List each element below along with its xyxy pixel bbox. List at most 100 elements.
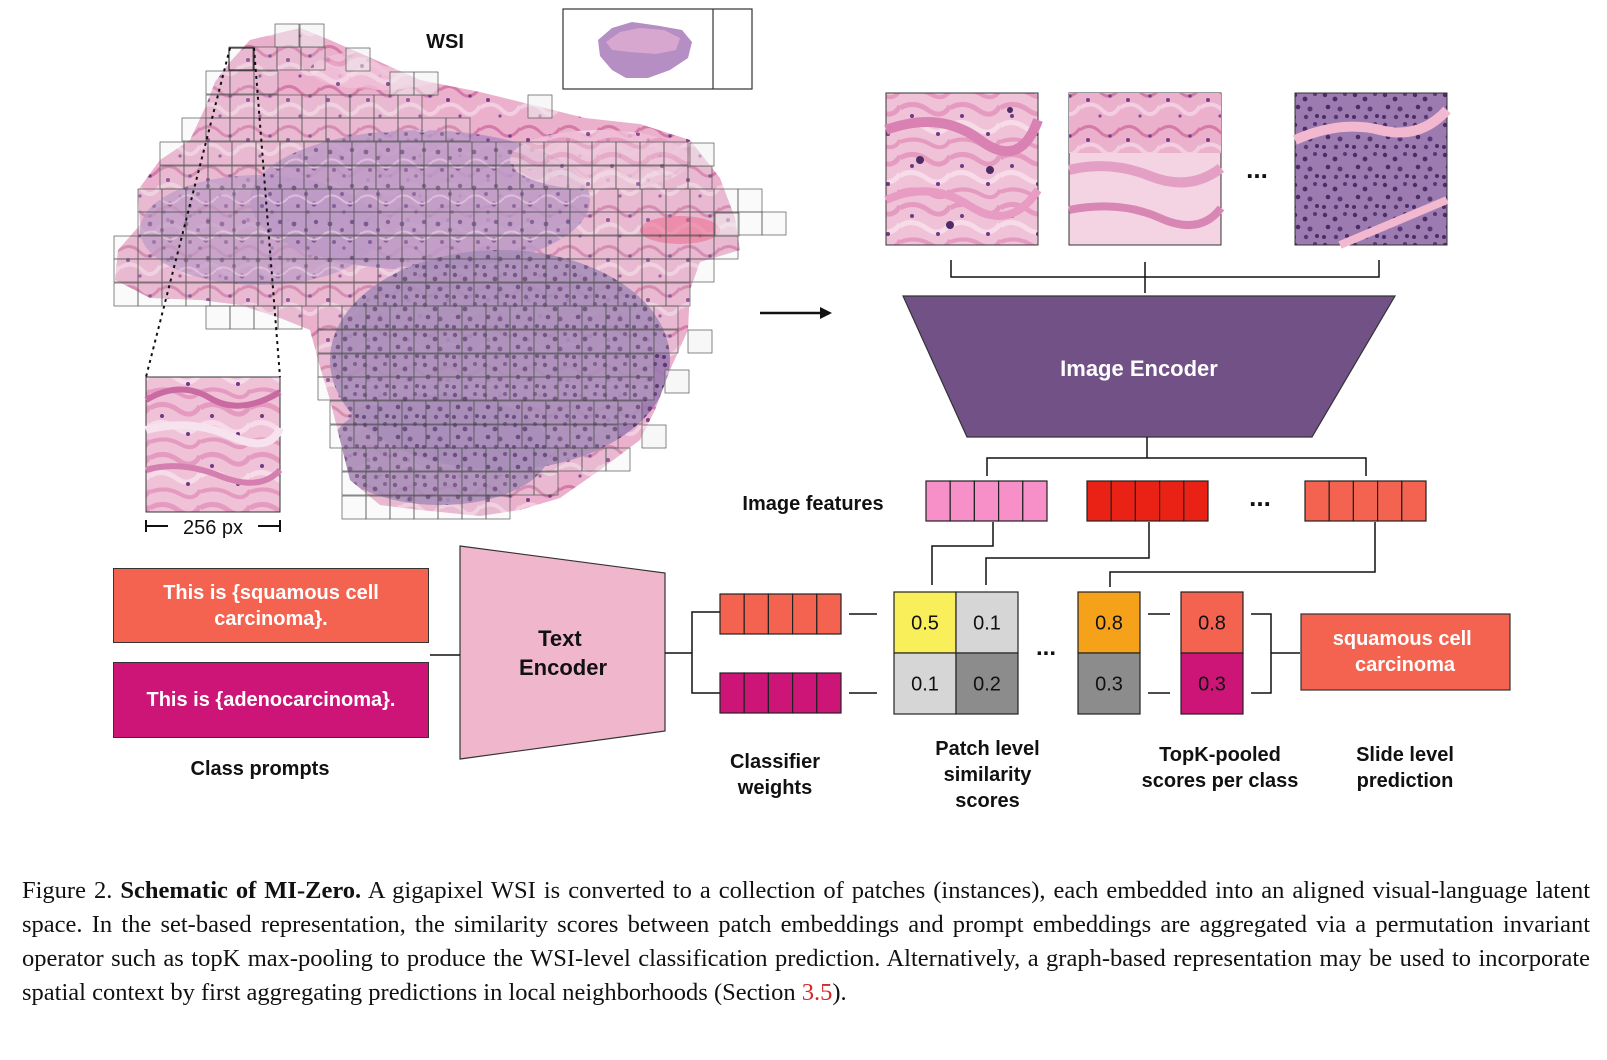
wsi-patch-cell [509, 329, 535, 354]
wsi-patch-cell [377, 188, 403, 213]
wsi-patch-cell [737, 211, 763, 236]
classifier-weight-cell [743, 672, 770, 714]
wsi-patch-cell [425, 258, 451, 283]
wsi-thumbnail [562, 8, 753, 90]
similarity-score-cell [955, 591, 1019, 654]
wsi-patch-cell [521, 235, 547, 260]
image-feature-cell [1352, 480, 1379, 522]
image-feature-cell [973, 480, 1000, 522]
wsi-patch-cell [137, 188, 163, 213]
wsi-patch-cell [449, 188, 475, 213]
wsi-patch-cell [231, 165, 257, 190]
image-feature-vector-3 [1304, 480, 1427, 522]
wsi-patch-cell [317, 329, 343, 354]
wsi-patch-cell [413, 471, 439, 496]
text-encoder-line-1: Text [538, 626, 582, 651]
wsi-patch-cell [449, 258, 475, 283]
similarity-score-cell-value: 0.1 [911, 674, 939, 696]
wsi-patch-cell [373, 94, 399, 119]
similarity-score-cell [955, 652, 1019, 715]
classifier-weight-cell [767, 593, 794, 635]
wsi-patch-cell [497, 424, 523, 449]
wsi-patch-cell [605, 376, 631, 401]
topk-score-cell-value: 0.3 [1198, 674, 1226, 696]
wsi-patch-cell [365, 471, 391, 496]
wsi-patch-cell [557, 447, 583, 472]
wsi-patch-cell [281, 235, 307, 260]
feature-ellipsis: ... [1249, 482, 1271, 512]
wsi-patch-cell [761, 211, 787, 236]
wsi-patch-cell [327, 165, 353, 190]
topk-score-cell-value: 0.8 [1198, 613, 1226, 635]
wsi-patch-cell [401, 282, 427, 307]
caption-section-link[interactable]: 3.5 [801, 979, 833, 1006]
image-feature-cell [1376, 480, 1403, 522]
wsi-patch-cell [521, 282, 547, 307]
wsi-patch-cell [545, 282, 571, 307]
wsi-patch-cell [605, 329, 631, 354]
wsi-patch-cell [185, 211, 211, 236]
wsi-patch-cell [689, 142, 715, 167]
prompt-squamous-line-1: This is {squamous cell [163, 581, 379, 604]
wsi-patch-cell [299, 23, 325, 48]
wsi-patch-cell [581, 305, 607, 330]
wsi-patch-cell [185, 188, 211, 213]
wsi-patch-cell [413, 329, 439, 354]
wsi-patch-cell [437, 329, 463, 354]
wsi-patch-cell [233, 211, 259, 236]
wsi-patch-cell [591, 141, 617, 166]
wsi-patch-cell [305, 235, 331, 260]
wsi-patch-cell [593, 235, 619, 260]
wsi-patch-cell [279, 141, 305, 166]
wsi-patch-cell [353, 282, 379, 307]
wsi-patch-cell [341, 329, 367, 354]
wsi-patch-cell [509, 471, 535, 496]
wsi-patch-cell [397, 94, 423, 119]
wsi-patch-cell [521, 258, 547, 283]
wsi-patch-cell [593, 424, 619, 449]
wsi-patch-cell [653, 329, 679, 354]
image-feature-cell [925, 480, 951, 522]
patch-bracket [950, 260, 1380, 293]
wsi-patch-cell [317, 376, 343, 401]
wsi-patch-cell [257, 258, 283, 283]
image-feature-cell [1328, 480, 1354, 522]
caption-body: A gigapixel WSI is converted to a collec… [22, 877, 1591, 1006]
wsi-patch-cell [209, 282, 235, 307]
caption-figure-number: Figure 2. [22, 877, 113, 904]
wsi-patch-cell [569, 258, 595, 283]
topk-score-cell [1180, 652, 1244, 715]
wsi-patch-cell [497, 188, 523, 213]
wsi-patch-cell [281, 188, 307, 213]
wsi-patch-cell [521, 424, 547, 449]
wsi-patch-cell [533, 305, 559, 330]
prompt-connectors [430, 611, 720, 694]
wsi-patch-cell [305, 282, 331, 307]
wsi-patch-cell [629, 376, 655, 401]
wsi-patch-cell [233, 282, 259, 307]
wsi-patch-cell [233, 188, 259, 213]
wsi-patch-cell [545, 258, 571, 283]
classifier-weight-vector-1 [719, 593, 842, 635]
image-feature-cell [1158, 480, 1185, 522]
wsi-patch-cell [137, 235, 163, 260]
wsi-patch-cell [689, 211, 715, 236]
image-feature-cell [1022, 480, 1048, 522]
wsi-patch-cell [569, 188, 595, 213]
wsi-patch-cell [421, 117, 447, 142]
wsi-patch-cell [593, 400, 619, 425]
wsi-patch-cell [581, 447, 607, 472]
wsi-patch-cell [545, 211, 571, 236]
slide-prediction-line-1: Slide level [1356, 744, 1454, 766]
wsi-patch-cell [617, 282, 643, 307]
intermediate-score-cell-value: 0.3 [1095, 674, 1123, 696]
topk-label: TopK-pooled scores per class [1120, 742, 1320, 794]
wsi-patch-cell [113, 282, 139, 307]
wsi-patch-cell [639, 141, 665, 166]
wsi-patch-cell [229, 70, 255, 95]
wsi-patch-cell [485, 329, 511, 354]
scale-bar-label: 256 px [183, 517, 243, 539]
weight-connectors [849, 613, 877, 694]
classifier-weights-label: Classifier weights [700, 749, 850, 801]
wsi-patch-cell [207, 141, 233, 166]
